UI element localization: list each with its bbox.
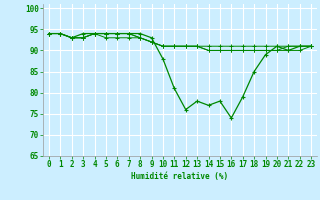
X-axis label: Humidité relative (%): Humidité relative (%) <box>132 172 228 181</box>
